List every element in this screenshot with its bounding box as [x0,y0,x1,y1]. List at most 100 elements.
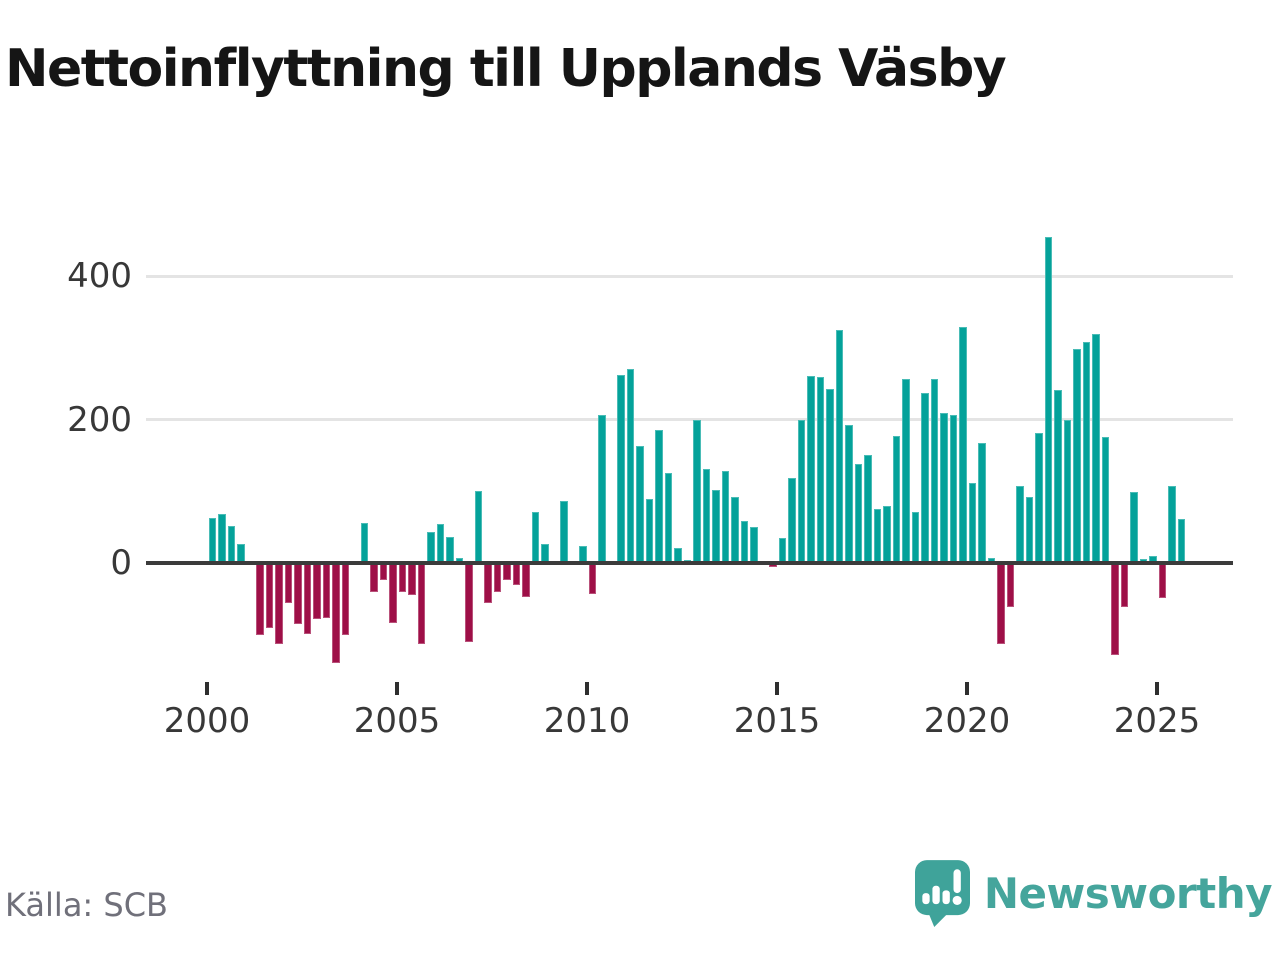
bar-2020-Q1[interactable] [968,482,976,563]
bar-2010-Q2[interactable] [598,414,606,563]
bar-2011-Q3[interactable] [645,499,653,563]
bar-2015-Q3[interactable] [797,420,805,563]
bar-2020-Q4[interactable] [997,563,1005,644]
bar-2021-Q3[interactable] [1025,497,1033,563]
bar-2018-Q3[interactable] [911,512,919,563]
bar-2019-Q2[interactable] [940,413,948,563]
x-tick-2025 [1155,682,1159,695]
bar-2013-Q4[interactable] [731,497,739,563]
bar-2020-Q2[interactable] [978,443,986,563]
bar-2020-Q3[interactable] [987,558,995,563]
bar-2021-Q1[interactable] [1006,563,1014,607]
bar-2007-Q1[interactable] [474,491,482,564]
bar-2007-Q2[interactable] [484,563,492,604]
bar-2022-Q2[interactable] [1054,390,1062,563]
bar-2002-Q2[interactable] [294,563,302,624]
bar-2006-Q3[interactable] [455,558,463,563]
bar-2006-Q4[interactable] [465,563,473,642]
bar-2000-Q2[interactable] [218,514,226,563]
bar-2025-Q1[interactable] [1158,563,1166,599]
bar-2019-Q3[interactable] [949,415,957,563]
bar-2006-Q1[interactable] [436,523,444,563]
bar-2005-Q2[interactable] [408,563,416,596]
bar-2017-Q4[interactable] [883,505,891,563]
bar-2003-Q2[interactable] [332,563,340,663]
bar-2022-Q4[interactable] [1073,348,1081,563]
bar-2014-Q1[interactable] [740,521,748,563]
bar-2017-Q2[interactable] [864,454,872,563]
bar-2008-Q3[interactable] [531,512,539,563]
bar-2001-Q4[interactable] [275,563,283,644]
bar-2012-Q2[interactable] [674,548,682,563]
bar-2013-Q1[interactable] [702,469,710,563]
bar-2019-Q1[interactable] [930,378,938,563]
bar-2015-Q2[interactable] [788,477,796,563]
bar-2025-Q2[interactable] [1168,485,1176,563]
bar-2012-Q4[interactable] [693,420,701,563]
bar-2000-Q4[interactable] [237,544,245,563]
bar-2001-Q3[interactable] [265,563,273,628]
bar-2009-Q4[interactable] [579,545,587,563]
bar-2010-Q1[interactable] [588,563,596,594]
bar-2004-Q1[interactable] [360,522,368,563]
bar-2017-Q3[interactable] [873,509,881,563]
bar-2018-Q4[interactable] [921,393,929,563]
bar-2011-Q4[interactable] [655,430,663,563]
y-tick-label-200: 200 [67,399,132,440]
bar-2005-Q3[interactable] [417,563,425,644]
bar-2013-Q2[interactable] [712,489,720,563]
bar-2003-Q3[interactable] [341,563,349,636]
bar-2025-Q3[interactable] [1177,519,1185,563]
bar-2004-Q3[interactable] [379,563,387,580]
bar-2016-Q1[interactable] [816,377,824,563]
bar-2015-Q1[interactable] [778,537,786,563]
bar-2003-Q1[interactable] [322,563,330,618]
bar-2013-Q3[interactable] [721,471,729,563]
bar-2011-Q2[interactable] [636,446,644,563]
bar-2021-Q2[interactable] [1016,485,1024,563]
bar-2008-Q2[interactable] [522,563,530,597]
bar-2001-Q2[interactable] [256,563,264,636]
bar-2009-Q2[interactable] [560,500,568,563]
bar-2005-Q4[interactable] [427,532,435,563]
bar-2007-Q4[interactable] [503,563,511,580]
bar-2022-Q3[interactable] [1063,420,1071,563]
bar-2022-Q1[interactable] [1044,237,1052,563]
bar-2023-Q2[interactable] [1092,333,1100,563]
bar-2000-Q3[interactable] [227,525,235,563]
bar-2024-Q4[interactable] [1149,555,1157,563]
bar-2024-Q3[interactable] [1139,558,1147,563]
bar-2004-Q4[interactable] [389,563,397,623]
bar-2016-Q4[interactable] [845,424,853,563]
bar-2007-Q3[interactable] [493,563,501,592]
bar-2012-Q1[interactable] [664,472,672,563]
bar-2024-Q1[interactable] [1120,563,1128,607]
bar-2018-Q2[interactable] [902,378,910,563]
bar-2002-Q4[interactable] [313,563,321,619]
bar-2017-Q1[interactable] [854,464,862,563]
bar-2014-Q4[interactable] [769,563,777,568]
bar-2011-Q1[interactable] [626,368,634,563]
bar-2021-Q4[interactable] [1035,432,1043,563]
bar-2008-Q1[interactable] [512,563,520,585]
bar-2010-Q4[interactable] [617,374,625,563]
bar-2023-Q1[interactable] [1082,342,1090,563]
bar-2006-Q2[interactable] [446,536,454,563]
bar-2023-Q3[interactable] [1101,436,1109,563]
bar-2018-Q1[interactable] [892,436,900,563]
bar-2004-Q2[interactable] [370,563,378,592]
bar-2005-Q1[interactable] [398,563,406,592]
bar-2015-Q4[interactable] [807,376,815,563]
bar-2024-Q2[interactable] [1130,492,1138,563]
bar-2002-Q1[interactable] [284,563,292,604]
newsworthy-bubble-icon [914,860,970,927]
bar-2002-Q3[interactable] [303,563,311,634]
bar-2016-Q2[interactable] [826,388,834,563]
bar-2000-Q1[interactable] [208,517,216,563]
bar-2016-Q3[interactable] [835,330,843,563]
bar-2023-Q4[interactable] [1111,563,1119,655]
x-tick-2010 [585,682,589,695]
bar-2019-Q4[interactable] [959,326,967,563]
bar-2014-Q2[interactable] [750,527,758,563]
bar-2008-Q4[interactable] [541,543,549,563]
